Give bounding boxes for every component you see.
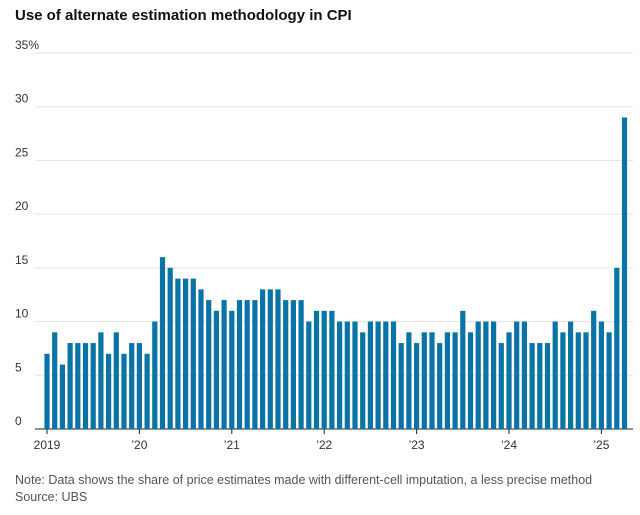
bar <box>159 257 166 429</box>
bar <box>236 300 243 429</box>
bar <box>244 300 250 429</box>
bar <box>444 332 450 429</box>
bar <box>313 310 320 429</box>
bar <box>591 310 597 429</box>
bar <box>90 343 96 429</box>
source: Source: UBS <box>15 490 87 504</box>
y-tick-label: 10 <box>15 307 29 321</box>
y-tick-label: 25 <box>15 145 29 159</box>
bar <box>129 343 135 429</box>
bar <box>452 332 458 429</box>
bar <box>221 300 227 429</box>
y-tick-label: 35% <box>15 38 39 52</box>
bar <box>621 117 628 429</box>
bar <box>437 343 443 429</box>
bar <box>475 321 481 429</box>
y-tick-label: 5 <box>15 360 22 374</box>
bar <box>329 310 335 429</box>
bar <box>98 332 104 429</box>
y-tick-label: 0 <box>15 414 22 428</box>
bar <box>367 321 373 429</box>
bar <box>275 289 281 429</box>
bar <box>498 343 504 429</box>
bar <box>337 321 343 429</box>
bar <box>506 332 512 429</box>
bar <box>121 353 127 429</box>
bar <box>552 321 558 429</box>
bar <box>375 321 381 429</box>
chart-title: Use of alternate estimation methodology … <box>15 7 352 24</box>
bar <box>44 353 50 429</box>
bar <box>568 321 574 429</box>
bar <box>460 310 466 429</box>
bar <box>421 332 427 429</box>
bar <box>583 332 589 429</box>
bar <box>406 332 412 429</box>
x-tick-label: ’20 <box>131 438 147 452</box>
bar <box>167 267 173 429</box>
bar <box>136 343 142 429</box>
y-tick-label: 30 <box>15 92 29 106</box>
bar <box>306 321 312 429</box>
bar <box>529 343 535 429</box>
bar <box>106 353 112 429</box>
x-tick-label: ’23 <box>409 438 425 452</box>
bar <box>183 278 189 429</box>
bar <box>606 332 612 429</box>
bar <box>252 300 258 429</box>
bar <box>544 343 551 429</box>
bar <box>537 343 543 429</box>
bar <box>290 300 296 429</box>
bar <box>398 343 404 429</box>
y-tick-label: 15 <box>15 253 29 267</box>
bar <box>267 289 273 429</box>
bar <box>298 300 304 429</box>
note: Note: Data shows the share of price esti… <box>15 473 592 487</box>
bar <box>560 332 566 429</box>
bar <box>429 332 435 429</box>
bar <box>344 321 350 429</box>
x-tick-label: ’22 <box>316 438 332 452</box>
bar <box>190 278 196 429</box>
bar <box>67 343 73 429</box>
bar <box>383 321 389 429</box>
x-tick-label: ’25 <box>593 438 609 452</box>
bar <box>521 321 527 429</box>
bar <box>75 343 81 429</box>
bar <box>514 321 520 429</box>
bar <box>206 300 212 429</box>
bar <box>82 343 89 429</box>
bar <box>575 332 581 429</box>
bar <box>414 343 420 429</box>
bar <box>260 289 266 429</box>
bar <box>390 321 397 429</box>
bar <box>59 364 65 429</box>
bar <box>598 321 604 429</box>
bar <box>467 332 474 429</box>
bar <box>491 321 497 429</box>
x-tick-label: 2019 <box>34 438 61 452</box>
bar <box>198 289 204 429</box>
y-tick-label: 20 <box>15 199 29 213</box>
bar <box>483 321 489 429</box>
bar <box>614 267 620 429</box>
bar <box>152 321 158 429</box>
bar <box>283 300 289 429</box>
bar <box>175 278 181 429</box>
bar <box>352 321 358 429</box>
x-tick-label: ’21 <box>224 438 240 452</box>
bar <box>321 310 327 429</box>
bar <box>144 353 150 429</box>
bar <box>213 310 219 429</box>
bar <box>229 310 235 429</box>
bar <box>52 332 58 429</box>
bar <box>360 332 366 429</box>
x-tick-label: ’24 <box>501 438 517 452</box>
bar <box>113 332 119 429</box>
